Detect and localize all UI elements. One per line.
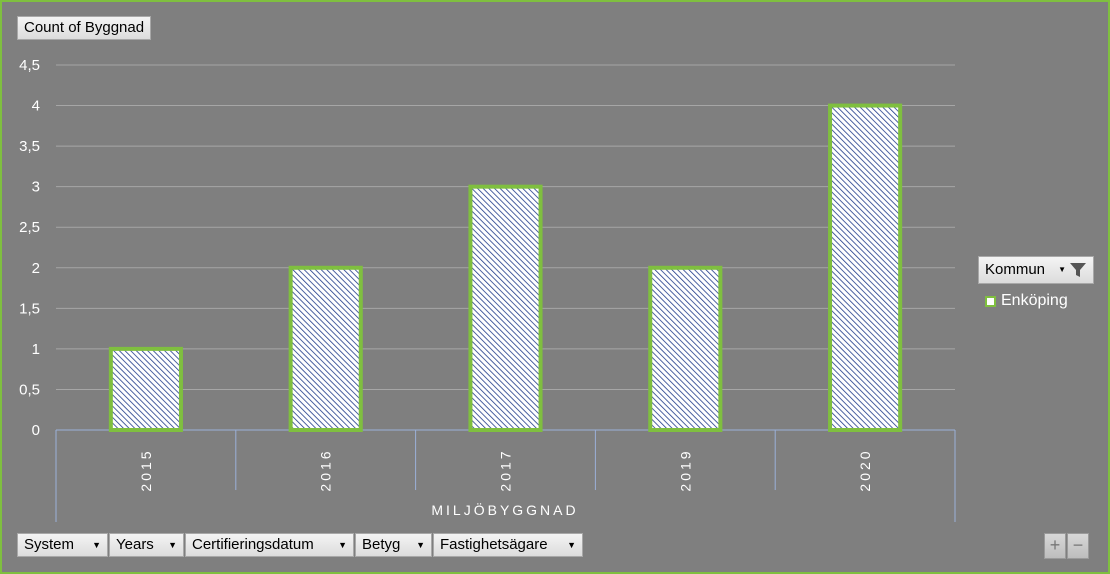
value-field-button[interactable]: Count of Byggnad — [17, 16, 152, 40]
y-tick-label: 0,5 — [19, 381, 40, 398]
legend-field-button[interactable]: Kommun ▼ — [978, 256, 1094, 284]
y-tick-label: 2,5 — [19, 219, 40, 236]
dropdown-arrow-icon: ▼ — [567, 540, 576, 550]
bar-2016[interactable] — [288, 265, 363, 432]
y-tick-label: 4 — [32, 98, 40, 115]
field-label: System — [24, 536, 75, 553]
bar-2015[interactable] — [108, 346, 183, 432]
legend-swatch — [985, 295, 996, 307]
zoom-in-button[interactable]: + — [1044, 533, 1066, 559]
field-label: Certifieringsdatum — [192, 536, 314, 553]
legend-item[interactable]: Enköping — [985, 292, 1068, 310]
legend-item-label: Enköping — [1001, 292, 1068, 309]
dropdown-arrow-icon: ▼ — [168, 540, 177, 550]
x-tick-label: 2015 — [138, 448, 154, 491]
legend-field-label: Kommun — [985, 261, 1046, 278]
x-axis: 2015 2016 2017 2019 2020 — [55, 430, 956, 522]
value-field-label: Count of Byggnad — [24, 19, 145, 36]
y-tick-label: 3,5 — [19, 138, 40, 155]
x-tick-label: 2016 — [318, 448, 334, 491]
filter-icon: ▼ — [1058, 257, 1087, 283]
field-label: Fastighetsägare — [440, 536, 548, 553]
y-tick-label: 1,5 — [19, 300, 40, 317]
y-tick-label: 4,5 — [19, 57, 40, 74]
field-button-fastighetsagare[interactable]: Fastighetsägare ▼ — [433, 533, 583, 557]
zoom-controls: + − — [1043, 533, 1089, 559]
bar-2020[interactable] — [828, 103, 903, 433]
dropdown-arrow-icon: ▼ — [92, 540, 101, 550]
axis-field-buttons: System ▼ Years ▼ Certifieringsdatum ▼ Betyg… — [17, 533, 584, 559]
x-group-label: MILJÖBYGGNAD — [431, 501, 578, 518]
bars — [108, 103, 903, 433]
y-tick-label: 3 — [32, 179, 40, 196]
dropdown-arrow-icon: ▼ — [416, 540, 425, 550]
field-label: Years — [116, 536, 154, 553]
bar-2017[interactable] — [468, 184, 543, 432]
field-button-years[interactable]: Years ▼ — [109, 533, 184, 557]
y-tick-label: 0 — [32, 422, 40, 439]
dropdown-arrow-icon: ▼ — [338, 540, 347, 550]
bar-2019[interactable] — [648, 265, 723, 432]
y-axis-ticks: 0 0,5 1 1,5 2 2,5 3 3,5 4 4,5 — [19, 57, 40, 439]
field-button-betyg[interactable]: Betyg ▼ — [355, 533, 432, 557]
field-button-certifieringsdatum[interactable]: Certifieringsdatum ▼ — [185, 533, 354, 557]
x-tick-label: 2020 — [857, 448, 873, 491]
y-tick-label: 1 — [32, 341, 40, 358]
y-tick-label: 2 — [32, 260, 40, 277]
x-tick-label: 2019 — [677, 448, 693, 491]
x-tick-label: 2017 — [498, 448, 514, 491]
field-label: Betyg — [362, 536, 401, 553]
field-button-system[interactable]: System ▼ — [17, 533, 108, 557]
zoom-out-button[interactable]: − — [1067, 533, 1089, 559]
